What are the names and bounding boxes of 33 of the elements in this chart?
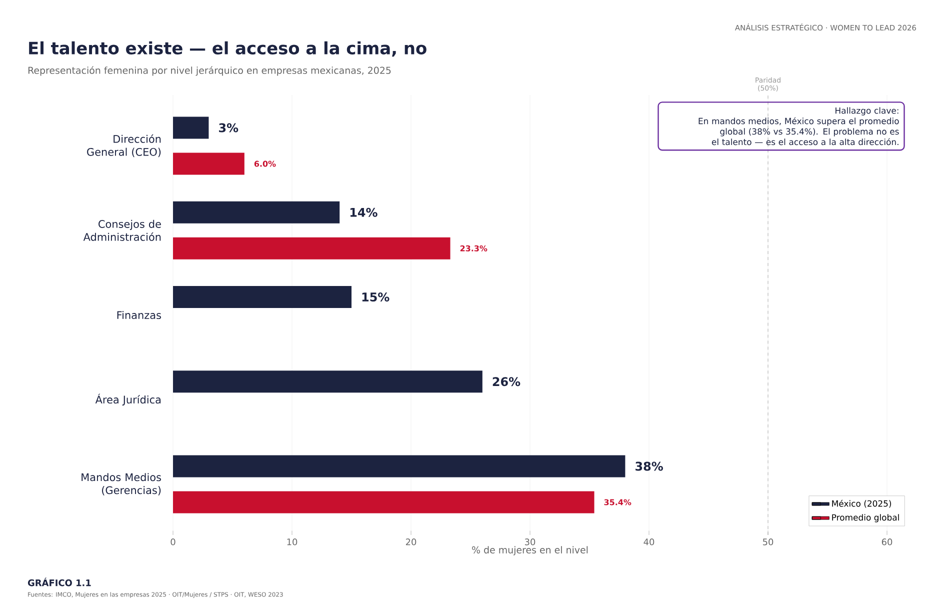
x-tick-label: 0 — [170, 538, 176, 546]
x-tick-label: 50 — [762, 538, 774, 546]
y-tick-label: Consejos de Administración — [83, 220, 161, 241]
data-label: 14% — [350, 208, 378, 217]
y-tick-label: Finanzas — [117, 310, 161, 319]
legend-label: México (2025) — [832, 500, 892, 508]
y-tick-label: Dirección General (CEO) — [87, 134, 161, 158]
x-tick-label: 20 — [406, 538, 416, 546]
bar — [173, 201, 340, 224]
chart-title: El talento existe — el acceso a la cima, no — [29, 41, 426, 57]
bar — [173, 152, 244, 175]
x-tick-label: 30 — [524, 538, 536, 546]
chart-subtitle: Representación femenina por nivel jerárquico en empresas mexicanas, 2025 — [28, 66, 391, 76]
data-label: 15% — [362, 292, 390, 302]
x-tick-label: 60 — [882, 538, 892, 546]
data-label: 26% — [492, 376, 520, 386]
annotation: En mandos medios, México supera el promedio global (38% vs 35.4%). El problema no es el talento — es el acceso a la alta dirección. — [698, 117, 899, 146]
x-tick-label: 10 — [287, 538, 298, 546]
legend-label: Promedio global — [832, 514, 899, 522]
text: GRÁFICO 1.1 — [28, 578, 91, 586]
y-tick-label: Área Jurídica — [95, 394, 161, 406]
x-axis-title: % de mujeres en el nivel — [472, 546, 588, 556]
data-label: 38% — [636, 462, 663, 471]
bar — [173, 455, 626, 478]
annotation: Hallazgo clave: — [836, 107, 898, 116]
x-tick-label: 40 — [644, 538, 654, 546]
bar — [173, 116, 209, 139]
bar — [173, 237, 450, 260]
y-tick-label: Mandos Medios (Gerencias) — [82, 473, 161, 496]
bar — [173, 491, 594, 514]
bar — [173, 286, 352, 308]
bar — [173, 370, 482, 393]
data-label: 3% — [219, 123, 238, 132]
